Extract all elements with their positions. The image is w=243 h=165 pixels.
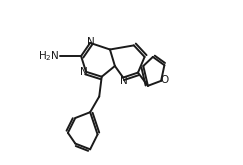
Text: N: N [80, 67, 88, 77]
Text: H$_2$N: H$_2$N [38, 49, 59, 63]
Text: N: N [120, 76, 128, 85]
Text: N: N [87, 37, 95, 47]
Text: O: O [160, 75, 168, 84]
